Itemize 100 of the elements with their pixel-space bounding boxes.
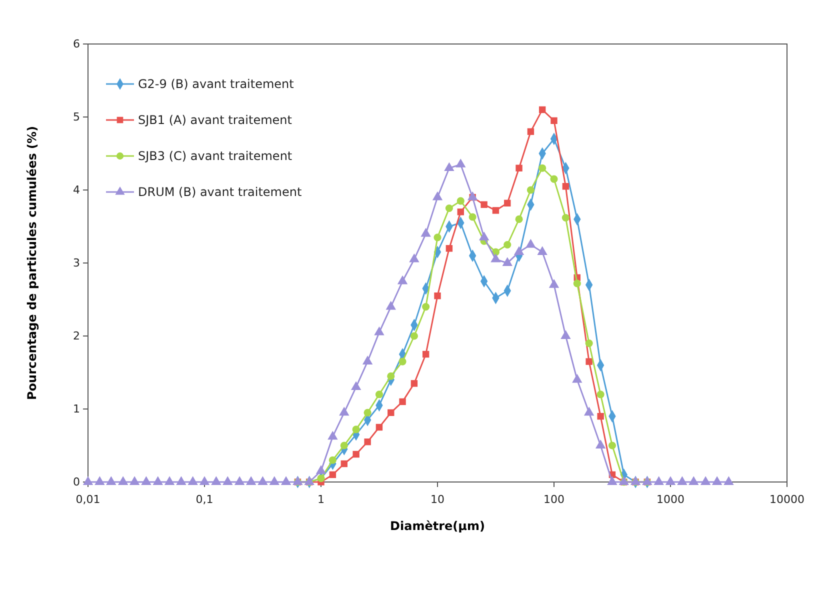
point <box>328 456 336 464</box>
legend-label: DRUM (B) avant traitement <box>138 185 302 199</box>
y-tick-label: 0 <box>73 476 80 489</box>
point <box>258 476 268 485</box>
x-tick-label: 0,1 <box>196 493 214 506</box>
point <box>364 408 372 416</box>
y-tick-label: 4 <box>73 184 80 197</box>
point <box>445 204 453 212</box>
point <box>537 246 548 255</box>
point <box>446 245 453 252</box>
point <box>595 440 606 448</box>
point <box>584 406 594 416</box>
x-axis-title: Diamètre(μm) <box>390 519 485 533</box>
x-tick-label: 1 <box>318 493 324 506</box>
point <box>585 340 593 348</box>
point <box>596 390 604 398</box>
x-tick-label: 1000 <box>656 493 684 506</box>
point <box>409 253 420 262</box>
legend-label: G2-9 (B) avant traitement <box>138 77 294 91</box>
point <box>502 257 512 266</box>
point <box>504 240 512 249</box>
point <box>375 390 383 398</box>
point <box>607 476 618 485</box>
point <box>118 476 128 485</box>
point <box>352 426 360 434</box>
point <box>526 186 534 194</box>
point <box>456 158 466 168</box>
point <box>211 476 222 485</box>
point <box>515 215 523 223</box>
point <box>222 476 233 485</box>
point <box>700 476 711 485</box>
y-tick-label: 5 <box>73 110 80 124</box>
point <box>397 275 408 284</box>
point <box>550 175 558 183</box>
point <box>712 476 722 485</box>
point <box>677 476 688 485</box>
point <box>339 406 350 416</box>
point <box>688 476 699 485</box>
point <box>434 292 441 300</box>
point <box>362 356 373 364</box>
point <box>234 476 245 485</box>
point <box>444 162 454 172</box>
point <box>164 476 175 485</box>
point <box>329 471 336 478</box>
point <box>597 412 604 420</box>
point <box>560 330 571 339</box>
point <box>317 474 325 482</box>
point <box>654 476 664 485</box>
point <box>374 326 384 336</box>
point <box>188 476 198 485</box>
point <box>399 398 406 406</box>
point <box>199 476 210 485</box>
point <box>387 372 395 380</box>
point <box>328 430 338 440</box>
point <box>550 117 558 124</box>
point <box>468 213 476 221</box>
point <box>434 234 442 242</box>
legend-label: SJB3 (C) avant traitement <box>138 149 292 163</box>
point <box>82 476 94 485</box>
point <box>665 476 676 485</box>
point <box>352 450 360 458</box>
point <box>514 246 524 255</box>
point <box>456 197 464 205</box>
point <box>141 476 152 485</box>
point <box>152 476 163 485</box>
point <box>340 460 348 468</box>
point <box>562 182 570 190</box>
point <box>316 465 326 474</box>
point <box>280 476 292 485</box>
point <box>490 253 501 262</box>
point <box>376 424 383 431</box>
point <box>94 476 105 485</box>
point <box>492 207 500 214</box>
point <box>269 476 280 485</box>
point <box>516 164 522 172</box>
point <box>340 442 348 450</box>
point <box>478 232 490 240</box>
point <box>586 358 592 365</box>
point <box>388 409 394 416</box>
point <box>432 191 443 200</box>
legend-label: SJB1 (A) avant traitement <box>138 113 292 127</box>
y-tick-label: 3 <box>73 256 80 270</box>
point <box>572 374 582 383</box>
point <box>480 201 488 208</box>
point <box>548 279 560 288</box>
point <box>526 238 536 248</box>
point <box>410 332 418 340</box>
point <box>562 214 570 222</box>
point <box>398 358 406 366</box>
x-tick-label: 10 <box>430 493 444 506</box>
y-axis-title: Pourcentage de particules cumulées (%) <box>25 126 39 400</box>
point <box>422 350 430 358</box>
point <box>724 476 734 485</box>
y-tick-label: 2 <box>73 330 80 343</box>
y-tick-label: 6 <box>73 38 80 51</box>
point <box>538 164 546 172</box>
point <box>106 476 116 485</box>
point <box>422 303 430 311</box>
point <box>176 476 186 485</box>
point <box>608 442 616 450</box>
